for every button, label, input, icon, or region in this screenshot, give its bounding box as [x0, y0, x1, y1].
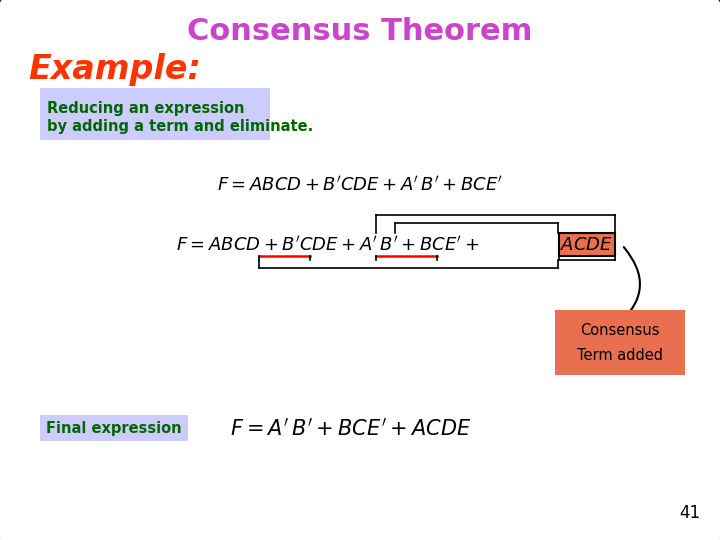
Text: $ACDE$: $ACDE$: [560, 236, 613, 254]
Text: 41: 41: [679, 504, 700, 522]
Text: $F = ABCD + B'CDE + A'\,B'+BCE'+$: $F = ABCD + B'CDE + A'\,B'+BCE'+$: [176, 235, 480, 254]
FancyArrowPatch shape: [621, 247, 640, 321]
Text: Example:: Example:: [28, 53, 201, 86]
Text: $F = A'\,B'+BCE'+ACDE$: $F = A'\,B'+BCE'+ACDE$: [230, 417, 472, 439]
Text: by adding a term and eliminate.: by adding a term and eliminate.: [47, 118, 313, 133]
FancyBboxPatch shape: [40, 415, 188, 441]
FancyBboxPatch shape: [559, 233, 615, 256]
Text: Final expression: Final expression: [46, 421, 182, 435]
FancyBboxPatch shape: [40, 88, 270, 140]
Text: $F = ABCD + B'CDE + A'\,B'+BCE'$: $F = ABCD + B'CDE + A'\,B'+BCE'$: [217, 176, 503, 194]
Text: Consensus: Consensus: [580, 323, 660, 338]
Text: Reducing an expression: Reducing an expression: [47, 100, 245, 116]
FancyBboxPatch shape: [555, 310, 685, 375]
Text: Term added: Term added: [577, 348, 663, 363]
Text: Consensus Theorem: Consensus Theorem: [187, 17, 533, 46]
